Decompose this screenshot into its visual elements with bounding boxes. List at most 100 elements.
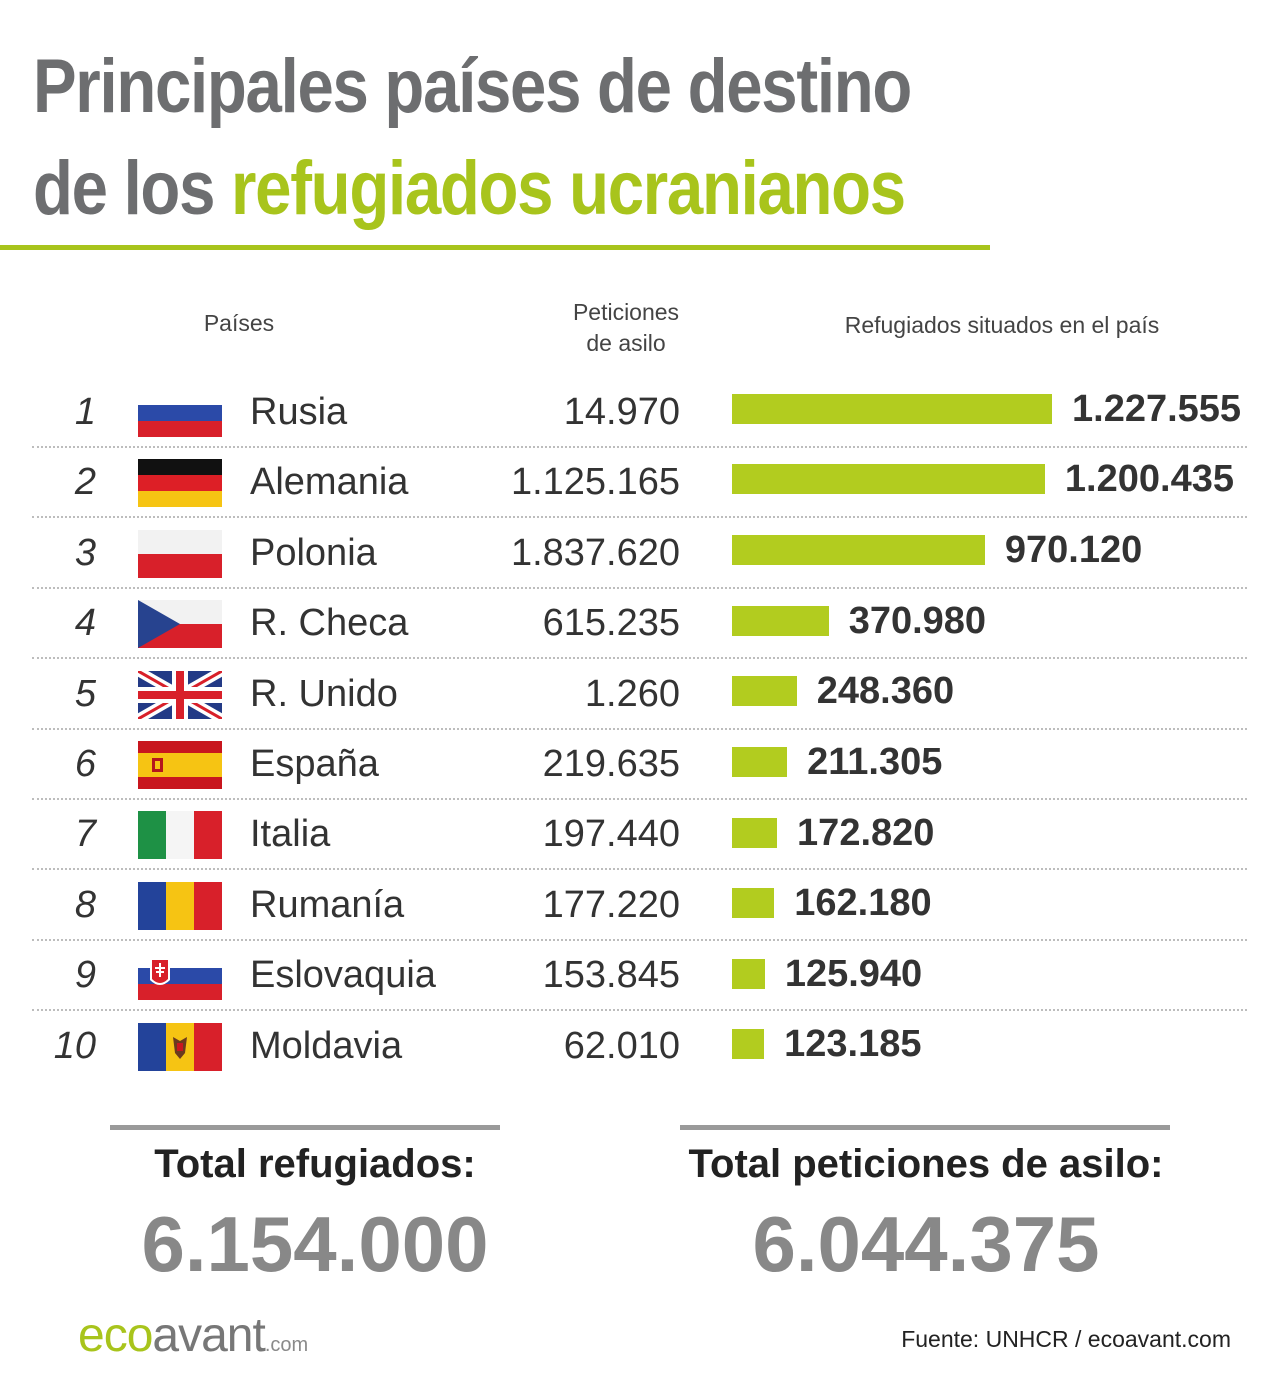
- row-separator: [32, 727, 1247, 730]
- title-line-2-accent: refugiados ucranianos: [231, 146, 906, 231]
- refugees-value-label: 370.980: [848, 600, 987, 642]
- country-name: Alemania: [250, 461, 409, 504]
- refugees-bar: [732, 818, 778, 848]
- refugees-bar: [732, 676, 797, 706]
- asylum-requests-value: 1.260: [584, 672, 680, 715]
- table-row: 6 España 219.635: [0, 729, 1280, 799]
- refugees-bar: [732, 747, 788, 777]
- rank-label: 9: [74, 954, 96, 997]
- rank-label: 2: [74, 461, 96, 504]
- refugees-value-label: 123.185: [784, 1023, 922, 1065]
- table-row: 5 R. Unido 1.260: [0, 659, 1280, 729]
- table-row: 7 Italia 197.440: [0, 799, 1280, 869]
- column-header-asylum-line-1: Peticiones: [572, 299, 680, 325]
- uk-flag: [138, 670, 222, 719]
- germany-flag: [138, 459, 222, 508]
- row-separator: [32, 868, 1247, 871]
- czech-flag: [138, 600, 222, 649]
- slovakia-flag: [138, 952, 222, 1001]
- asylum-requests-value: 615.235: [542, 602, 680, 645]
- total-refugees-value: 6.154.000: [141, 1200, 489, 1288]
- country-name: R. Checa: [250, 602, 409, 645]
- poland-flag: [138, 529, 222, 578]
- row-separator: [32, 516, 1247, 519]
- title-line-2: de los refugiados ucranianos: [33, 138, 911, 240]
- italy-flag: [138, 811, 222, 860]
- total-asylum-rule: [680, 1125, 1170, 1130]
- rank-label: 8: [74, 883, 96, 926]
- source-text: UNHCR / ecoavant.com: [979, 1326, 1231, 1352]
- total-refugees-label: Total refugiados:: [154, 1142, 476, 1186]
- country-name: Rumanía: [250, 883, 405, 926]
- refugees-value-label: 970.120: [1004, 529, 1143, 571]
- refugees-value-label: 172.820: [797, 812, 935, 854]
- logo-com: .com: [264, 1334, 309, 1356]
- refugees-value-label: 1.227.555: [1072, 388, 1242, 430]
- country-name: Italia: [250, 813, 331, 856]
- rank-label: 3: [74, 531, 96, 574]
- asylum-requests-value: 153.845: [542, 954, 680, 997]
- country-name: Polonia: [250, 531, 377, 574]
- refugees-value-label: 125.940: [784, 953, 923, 995]
- logo-eco: eco: [78, 1309, 153, 1362]
- spain-flag: [138, 741, 222, 789]
- asylum-requests-value: 1.125.165: [510, 461, 680, 504]
- moldova-flag: [138, 1022, 222, 1071]
- total-refugees-rule: [110, 1125, 500, 1130]
- column-header-refugees: Refugiados situados en el país: [844, 312, 1160, 338]
- column-header-countries: Países: [203, 310, 275, 336]
- country-name: España: [250, 743, 379, 785]
- rank-label: 6: [74, 743, 96, 785]
- total-asylum-label: Total peticiones de asilo:: [688, 1142, 1164, 1186]
- asylum-requests-value: 62.010: [563, 1024, 680, 1067]
- refugees-value-label: 162.180: [794, 882, 932, 924]
- rank-label: 7: [74, 813, 96, 856]
- country-name: R. Unido: [250, 672, 398, 715]
- asylum-requests-value: 219.635: [542, 743, 680, 785]
- refugees-bar: [732, 1029, 765, 1059]
- refugees-value-label: 248.360: [816, 670, 955, 712]
- table-row: 8 Rumanía 177.220: [0, 870, 1280, 940]
- logo-avant: avant: [152, 1309, 265, 1362]
- ecoavant-logo: ecoavant.com: [78, 1308, 308, 1363]
- source-note: Fuente: UNHCR / ecoavant.com: [901, 1326, 1231, 1353]
- refugees-bar: [732, 535, 985, 565]
- asylum-requests-value: 177.220: [542, 883, 680, 926]
- country-name: Eslovaquia: [250, 954, 436, 997]
- asylum-requests-value: 197.440: [542, 813, 680, 856]
- refugees-value-label: 1.200.435: [1064, 458, 1234, 500]
- title-line-2-prefix: de los: [33, 146, 232, 231]
- title-underline: [0, 245, 990, 250]
- column-header-asylum: Peticiones de asilo: [526, 297, 726, 359]
- row-separator: [32, 446, 1247, 448]
- country-name: Rusia: [250, 391, 348, 433]
- refugees-bar: [732, 394, 1052, 424]
- romania-flag: [138, 881, 222, 930]
- title-line-1: Principales países de destino: [33, 44, 912, 129]
- source-label: Fuente:: [901, 1326, 980, 1352]
- table-row: 4 R. Checa 615.235: [0, 588, 1280, 658]
- table-row: 1 Rusia 14.970: [0, 377, 1280, 447]
- column-header-asylum-line-2: de asilo: [586, 330, 666, 356]
- refugees-bar: [732, 606, 829, 636]
- table-row: 10 Moldavia 62.010: [0, 1011, 1280, 1081]
- row-separator: [32, 1009, 1247, 1012]
- asylum-requests-value: 1.837.620: [510, 531, 680, 574]
- chart-title: Principales países de destino de los ref…: [33, 36, 912, 240]
- refugees-value-label: 211.305: [807, 741, 943, 783]
- row-separator: [32, 586, 1247, 589]
- refugees-bar: [732, 888, 775, 918]
- total-asylum-value: 6.044.375: [752, 1200, 1100, 1288]
- row-separator: [32, 798, 1247, 800]
- rank-label: 5: [74, 672, 96, 715]
- refugees-bar: [732, 959, 765, 989]
- table-row: 9 Eslovaquia 153.845: [0, 940, 1280, 1010]
- country-name: Moldavia: [250, 1024, 403, 1067]
- rank-label: 4: [74, 602, 96, 645]
- row-separator: [32, 657, 1247, 660]
- table-row: 3 Polonia 1.837.620: [0, 518, 1280, 588]
- russia-flag: [138, 389, 222, 437]
- table-row: 2 Alemania 1.125.165: [0, 447, 1280, 517]
- rank-label: 1: [74, 391, 96, 433]
- refugees-bar: [732, 464, 1045, 494]
